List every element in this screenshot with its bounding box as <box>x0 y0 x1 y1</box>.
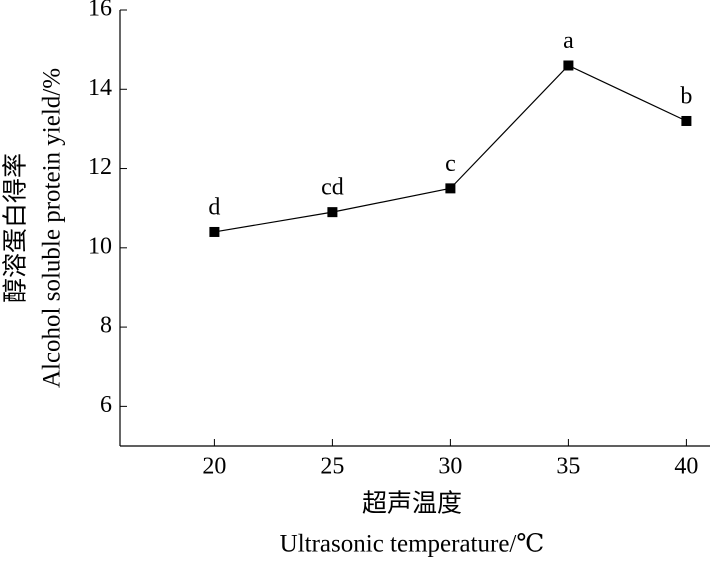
marker <box>327 207 338 218</box>
y-tick-label: 12 <box>88 154 112 180</box>
x-tick-label: 30 <box>438 454 462 480</box>
annotation: b <box>680 83 692 109</box>
y-axis-label: Alcohol soluble protein yield/% <box>39 68 66 388</box>
y-axis-label: 醇溶蛋白得率 <box>2 153 30 303</box>
marker <box>563 60 574 71</box>
annotation: cd <box>321 175 344 201</box>
line <box>214 64 687 233</box>
y-tick-label: 6 <box>100 392 112 418</box>
y-tick-label: 16 <box>88 0 112 22</box>
x-tick-label: 40 <box>674 454 698 480</box>
x-axis-label: Ultrasonic temperature/℃ <box>280 531 545 558</box>
annotation: c <box>445 151 456 177</box>
marker <box>445 183 456 194</box>
y-tick-label: 14 <box>88 75 112 101</box>
marker <box>681 115 692 126</box>
annotation: d <box>208 194 220 220</box>
marker <box>209 226 220 237</box>
x-tick-label: 20 <box>202 454 226 480</box>
x-tick-label: 25 <box>320 454 344 480</box>
annotation: a <box>563 28 574 54</box>
x-axis-label: 超声温度 <box>362 490 462 518</box>
y-tick-label: 10 <box>88 233 112 259</box>
x-tick-label: 35 <box>556 454 580 480</box>
y-tick-label: 8 <box>100 313 112 339</box>
